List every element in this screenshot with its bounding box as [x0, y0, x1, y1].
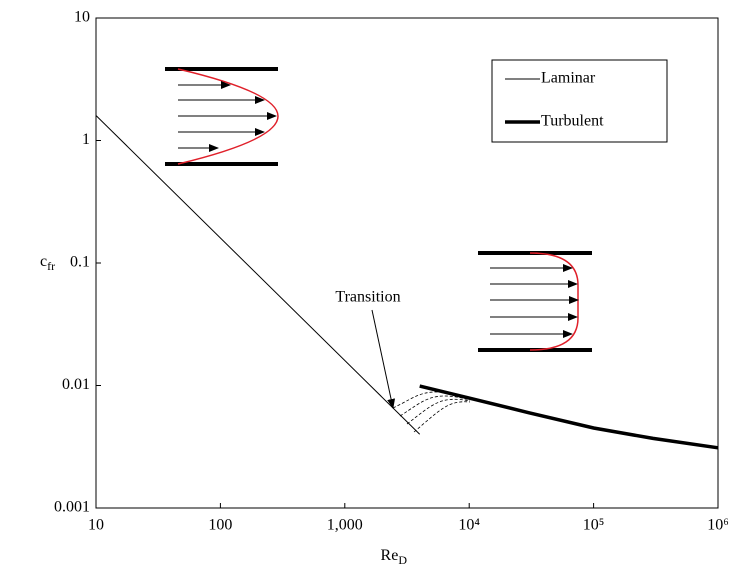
- annotation: Transition: [335, 289, 400, 306]
- x-tick-label: 1,000: [327, 517, 363, 534]
- transition-curves: [392, 391, 471, 433]
- x-tick-label: 10⁵: [583, 517, 605, 534]
- data-line: [419, 384, 719, 450]
- x-tick-label: 10⁴: [458, 517, 480, 534]
- x-axis-label: ReD: [381, 547, 408, 567]
- annotation-arrow: [371, 309, 396, 409]
- y-tick-label: 10: [74, 9, 90, 26]
- y-tick-label: 0.001: [54, 499, 90, 516]
- x-tick-label: 10: [88, 517, 104, 534]
- turbulent-profile: [478, 251, 592, 352]
- x-tick-label: 100: [208, 517, 232, 534]
- x-tick-label: 10⁶: [707, 517, 729, 534]
- data-line: [95, 115, 421, 435]
- y-tick-label: 1: [82, 131, 90, 148]
- y-tick-label: 0.1: [70, 254, 90, 271]
- y-tick-label: 0.01: [62, 376, 90, 393]
- laminar-profile: [165, 67, 279, 166]
- legend: [491, 59, 668, 143]
- legend-label: Turbulent: [541, 113, 604, 130]
- y-axis-label: cfr: [40, 253, 55, 273]
- legend-label: Laminar: [541, 70, 596, 87]
